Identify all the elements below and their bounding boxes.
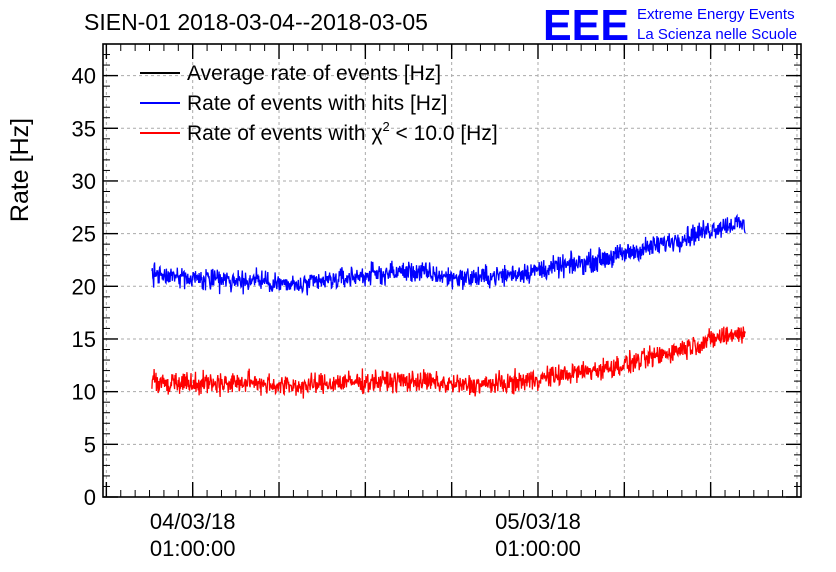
y-tick-label: 35 bbox=[72, 116, 96, 141]
y-tick-label: 10 bbox=[72, 380, 96, 405]
legend-chi2-pre: Rate of events with bbox=[187, 122, 371, 145]
axis-ticks bbox=[103, 44, 801, 498]
y-tick-label: 15 bbox=[72, 327, 96, 352]
series-line-2 bbox=[151, 326, 746, 399]
legend-label-hits: Rate of events with hits [Hz] bbox=[187, 92, 447, 115]
y-tick-label: 25 bbox=[72, 222, 96, 247]
y-tick-label: 0 bbox=[84, 485, 96, 510]
y-axis-label: Rate [Hz] bbox=[6, 118, 34, 222]
x-tick-label-time: 01:00:00 bbox=[495, 536, 581, 561]
legend-chi-symbol: χ bbox=[371, 122, 382, 145]
x-tick-label-time: 01:00:00 bbox=[150, 536, 236, 561]
logo-line-1: Extreme Energy Events bbox=[637, 6, 795, 23]
legend: Average rate of events [Hz] Rate of even… bbox=[140, 62, 498, 145]
logo-eee-text: EEE bbox=[543, 1, 629, 50]
chart-title: SIEN-01 2018-03-04--2018-03-05 bbox=[84, 9, 428, 35]
x-tick-label-date: 04/03/18 bbox=[150, 509, 236, 534]
eee-logo: EEE Extreme Energy Events La Scienza nel… bbox=[543, 1, 797, 50]
legend-label-chi2: Rate of events with χ2 < 10.0 [Hz] bbox=[187, 119, 498, 145]
x-tick-label-date: 05/03/18 bbox=[495, 509, 581, 534]
logo-line-2: La Scienza nelle Scuole bbox=[637, 26, 797, 43]
series-layer bbox=[151, 213, 746, 399]
legend-chi2-post: < 10.0 [Hz] bbox=[390, 122, 498, 145]
y-tick-label: 40 bbox=[72, 64, 96, 89]
series-line-1 bbox=[151, 213, 746, 296]
legend-chi-superscript: 2 bbox=[382, 119, 389, 134]
y-tick-label: 30 bbox=[72, 169, 96, 194]
y-tick-label: 5 bbox=[84, 432, 96, 457]
y-tick-labels: 0 5 10 15 20 25 30 35 40 bbox=[72, 64, 96, 510]
y-tick-label: 20 bbox=[72, 274, 96, 299]
legend-label-average: Average rate of events [Hz] bbox=[187, 62, 441, 85]
